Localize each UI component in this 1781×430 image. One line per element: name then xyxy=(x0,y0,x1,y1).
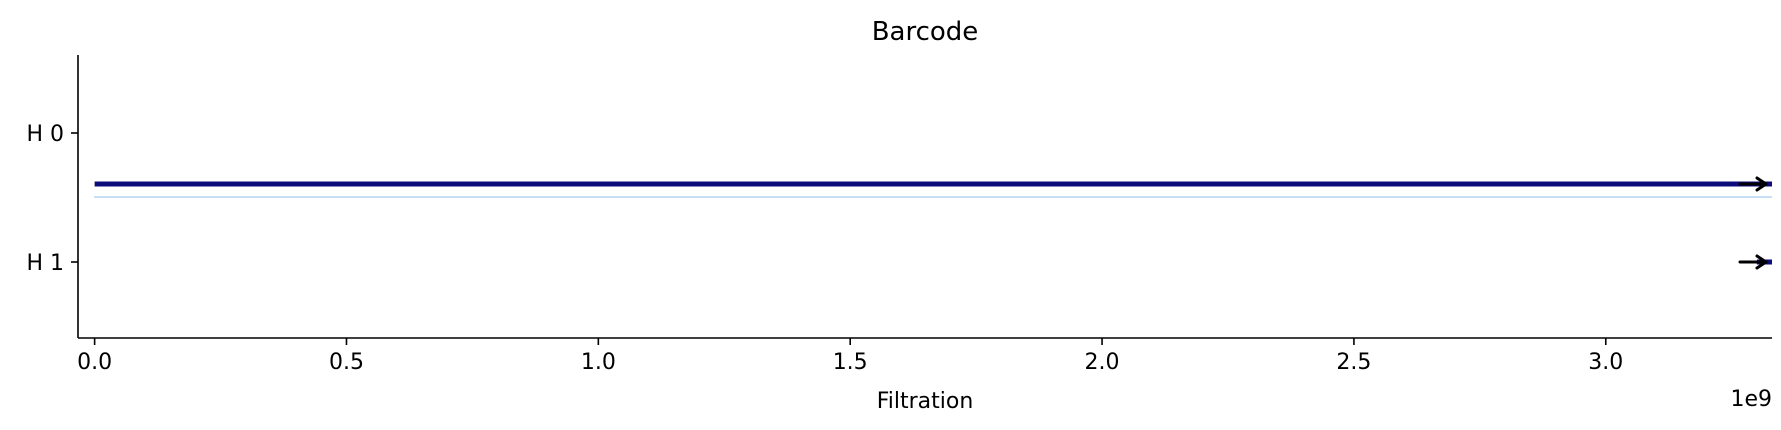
y-tick-label: H 1 xyxy=(26,251,64,276)
x-tick-label: 1.5 xyxy=(833,350,868,375)
barcode-bars xyxy=(94,176,1772,270)
x-tick-label: 0.5 xyxy=(329,350,364,375)
infinity-arrow-icon xyxy=(1755,176,1768,192)
x-tick-label: 2.5 xyxy=(1336,350,1371,375)
x-axis-label: Filtration xyxy=(877,389,974,414)
x-tick-label: 3.0 xyxy=(1588,350,1623,375)
x-tick-label: 1.0 xyxy=(581,350,616,375)
x-axis-offset-label: 1e9 xyxy=(1730,387,1772,412)
x-tick-label: 0.0 xyxy=(77,350,112,375)
x-axis-ticks: 0.0 0.5 1.0 1.5 2.0 2.5 3.0 xyxy=(77,338,1623,375)
y-axis-ticks: H 0 H 1 xyxy=(26,122,78,276)
x-tick-label: 2.0 xyxy=(1085,350,1120,375)
chart-title: Barcode xyxy=(872,17,979,47)
infinity-arrow-icon xyxy=(1755,254,1768,270)
y-tick-label: H 0 xyxy=(26,122,64,147)
